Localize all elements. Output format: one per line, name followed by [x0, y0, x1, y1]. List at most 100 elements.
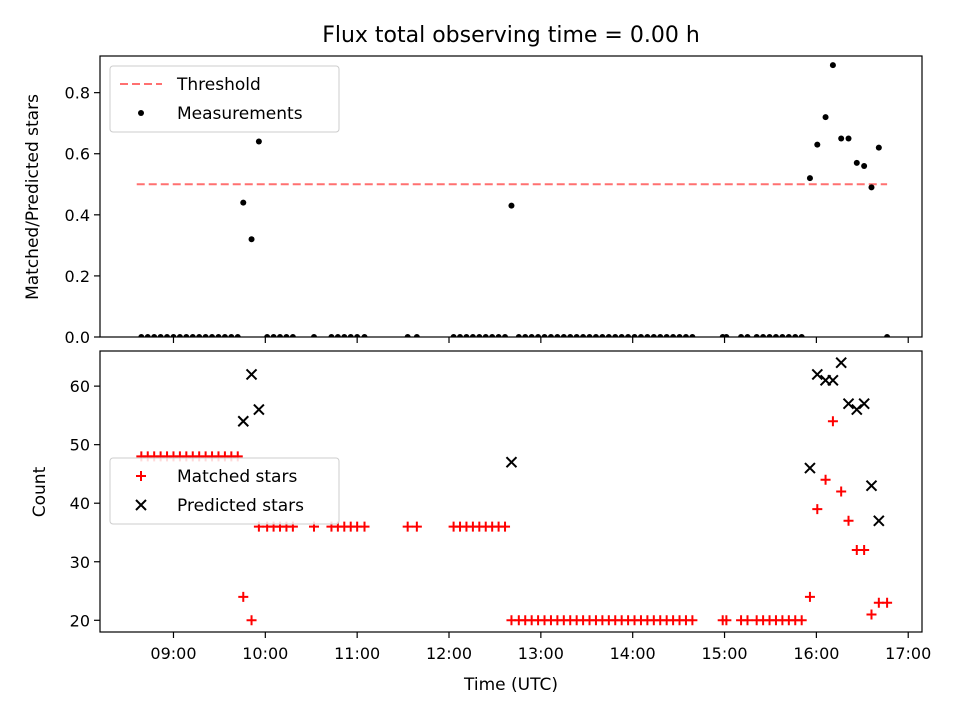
matched-stars-point [742, 615, 753, 626]
y-tick-label: 20 [70, 611, 90, 630]
legend-label: Predicted stars [177, 496, 304, 516]
matched-stars-point [500, 521, 511, 532]
measurements-point [779, 334, 786, 337]
legend-label: Threshold [176, 75, 261, 95]
predicted-stars-point [865, 479, 878, 492]
legend-box [109, 65, 340, 133]
matched-stars-point [804, 591, 815, 602]
measurements-point [255, 138, 262, 145]
measurements-point [334, 334, 341, 337]
measurements-point [528, 334, 535, 337]
measurements-point [508, 202, 515, 209]
measurements-point [469, 334, 476, 337]
measurements-point [413, 334, 420, 337]
measurements-point [482, 334, 489, 337]
measurements-point [554, 334, 561, 337]
measurements-point [766, 334, 773, 337]
measurements-point [592, 334, 599, 337]
measurements-point [476, 334, 483, 337]
measurements-point [209, 334, 216, 337]
legend-swatch [138, 110, 144, 116]
predicted-stars-point [245, 368, 258, 381]
matched-stars-point [827, 416, 838, 427]
x-tick-label: 10:00 [242, 644, 288, 663]
measurements-point [495, 334, 502, 337]
predicted-stars-point [851, 403, 863, 416]
data-layer [136, 357, 893, 626]
data-layer [136, 62, 891, 337]
y-tick-label: 0.4 [65, 206, 90, 225]
legend-swatch [136, 471, 146, 481]
measurements-point [489, 334, 496, 337]
predicted-stars-point [835, 357, 847, 369]
measurements-point [612, 334, 619, 337]
x-axis-label: Time (UTC) [463, 675, 558, 695]
measurements-point [361, 334, 368, 337]
measurements-point [450, 334, 457, 337]
measurements-point [347, 334, 354, 337]
matched-stars-point [359, 521, 370, 532]
measurements-point [875, 144, 882, 151]
x-tick-label: 12:00 [426, 644, 472, 663]
measurements-point [283, 334, 290, 337]
measurements-point [354, 334, 361, 337]
matched-stars-point [402, 521, 413, 532]
predicted-stars-point [253, 403, 265, 416]
measurements-point [676, 334, 683, 337]
measurements-point [785, 334, 792, 337]
measurements-point [814, 141, 821, 148]
y-tick-label: 60 [70, 377, 90, 396]
top-y-axis-label: Matched/Predicted stars [23, 94, 43, 300]
x-tick-label: 17:00 [885, 644, 931, 663]
predicted-stars-point [827, 374, 839, 386]
measurements-point [240, 199, 247, 206]
measurements-point [541, 334, 548, 337]
y-tick-label: 0.0 [65, 328, 90, 347]
measurements-point [884, 334, 891, 337]
measurements-point [170, 334, 177, 337]
predicted-stars-point [873, 515, 885, 527]
matched-stars-point [859, 545, 870, 556]
x-tick-label: 15:00 [701, 644, 747, 663]
x-tick-label: 09:00 [150, 644, 196, 663]
predicted-stars-point [505, 456, 518, 468]
measurements-point [264, 334, 271, 337]
measurements-point [404, 334, 411, 337]
measurements-point [605, 334, 612, 337]
legend-box [109, 457, 340, 525]
predicted-stars-point [237, 415, 249, 427]
x-tick-label: 16:00 [793, 644, 839, 663]
predicted-stars-point [842, 397, 855, 410]
measurements-point [144, 334, 151, 337]
matched-stars-point [238, 591, 249, 602]
measurements-point [270, 334, 277, 337]
measurements-point [772, 334, 779, 337]
matched-stars-point [721, 615, 732, 626]
measurements-point [196, 334, 203, 337]
measurements-point [151, 334, 158, 337]
measurements-point [650, 334, 657, 337]
measurements-point [738, 334, 745, 337]
measurements-point [792, 334, 799, 337]
measurements-point [502, 334, 509, 337]
measurements-point [644, 334, 651, 337]
predicted-stars-point [811, 368, 824, 381]
matched-stars-point [836, 486, 847, 497]
measurements-point [625, 334, 632, 337]
legend-label: Matched stars [177, 467, 297, 487]
measurements-point [463, 334, 470, 337]
measurements-point [215, 334, 222, 337]
measurements-point [868, 184, 875, 191]
bottom-y-axis-label: Count [30, 466, 50, 517]
chart-title: Flux total observing time = 0.00 h [322, 23, 700, 48]
measurements-point [221, 334, 228, 337]
measurements-point [289, 334, 296, 337]
measurements-point [183, 334, 190, 337]
matched-stars-point [843, 515, 854, 526]
predicted-stars-point [858, 397, 870, 410]
measurements-point [138, 334, 145, 337]
matched-stars-point [796, 615, 807, 626]
measurements-point [806, 175, 813, 182]
legend: Threshold Measurements [109, 65, 340, 133]
